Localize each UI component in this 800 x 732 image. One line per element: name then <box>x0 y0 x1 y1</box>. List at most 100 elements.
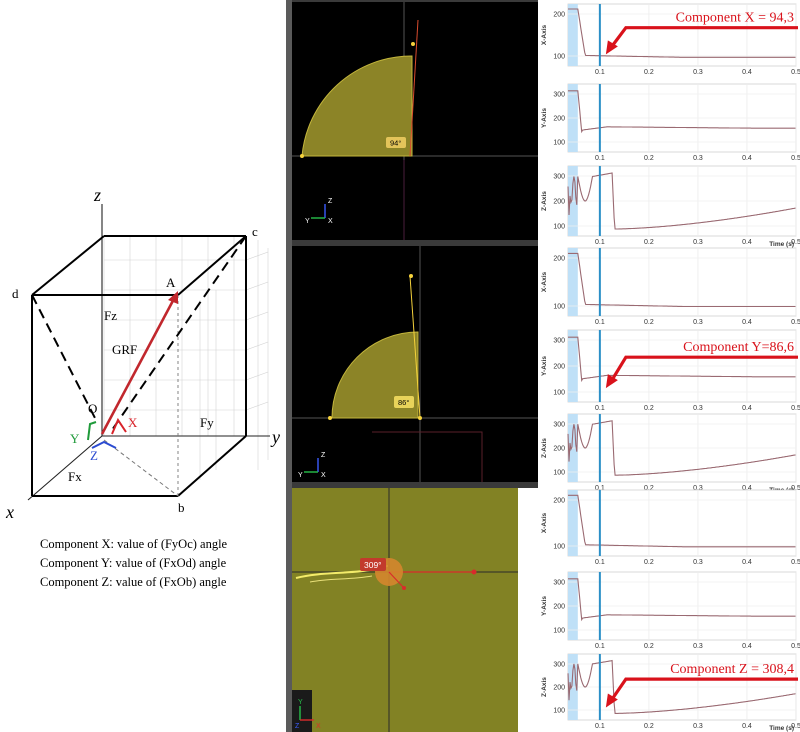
y-axis-label: Y-Axis <box>541 596 548 616</box>
video-panel-y: 86° Z Y X <box>292 246 538 482</box>
x-tick-label: 0.4 <box>742 69 752 76</box>
axis-label-y: y <box>270 427 280 447</box>
grf-3d-diagram: z y x c d A O b <box>5 185 280 589</box>
video-panel-z: 309° Y Z X <box>292 488 538 732</box>
video-panel-x: 94° Z Y X <box>292 2 538 240</box>
caption-component-x: Component X: value of (FyOc) angle <box>40 537 228 551</box>
x-tick-label: 0.2 <box>644 239 654 246</box>
panel-x-orientation-glyph <box>311 204 326 219</box>
y-tick-label: 300 <box>553 174 565 181</box>
panel-y-segment-line <box>409 275 421 419</box>
y-tick-label: 200 <box>553 364 565 371</box>
plot-1-xaxis: 200 100 X-Axis 0.1 0.2 0.3 0.4 0.5 Component X =… <box>541 3 800 76</box>
y-tick-label: 100 <box>553 628 565 635</box>
x-tick-label: 0.5 <box>791 155 800 162</box>
panel-z-axis-z: Z <box>295 723 300 730</box>
x-tick-label: 0.1 <box>595 559 605 566</box>
x-tick-label: 0.4 <box>742 723 752 730</box>
x-tick-label: 0.5 <box>791 239 800 246</box>
y-tick-label: 200 <box>553 199 565 206</box>
y-axis-label: Y-Axis <box>541 356 548 376</box>
panel-z-marker-right <box>471 569 477 575</box>
y-tick-label: 200 <box>553 604 565 611</box>
panel-y-bracket-red <box>372 431 483 482</box>
x-tick-label: 0.4 <box>742 319 752 326</box>
callout-arrow-shaft <box>610 355 798 381</box>
panel-x-marker-top <box>411 42 415 46</box>
local-label-z: Z <box>90 448 98 463</box>
x-tick-label: 0.3 <box>693 69 703 76</box>
panel-x-angle-badge <box>386 137 406 148</box>
callout-arrowhead <box>605 693 618 708</box>
y-tick-label: 100 <box>553 708 565 715</box>
x-tick-label: 0.4 <box>742 239 752 246</box>
y-axis-label: Z-Axis <box>541 677 548 697</box>
panel-y-marker-vertex <box>418 416 422 420</box>
x-tick-label: 0.1 <box>595 69 605 76</box>
y-tick-label: 100 <box>553 54 565 61</box>
y-tick-label: 200 <box>553 12 565 19</box>
x-tick-label: 0.4 <box>742 559 752 566</box>
y-axis-label: Z-Axis <box>541 191 548 211</box>
y-axis-label: X-Axis <box>541 272 548 293</box>
local-label-x: X <box>128 415 138 430</box>
x-tick-label: 0.3 <box>693 319 703 326</box>
panel-z-angle-badge <box>360 558 386 571</box>
panel-z-axis-x: X <box>316 723 321 730</box>
callout-3: Component Z = 308,4 <box>605 662 798 708</box>
x-tick-label: 0.5 <box>791 643 800 650</box>
x-tick-label: 0.5 <box>791 405 800 412</box>
x-tick-label: 0.5 <box>791 485 800 492</box>
panel-y-axis-z: Z <box>321 452 326 459</box>
local-y-arrow <box>87 421 97 441</box>
y-tick-label: 200 <box>553 498 565 505</box>
x-tick-label: 0.1 <box>595 643 605 650</box>
caption-component-y: Component Y: value of (FxOd) angle <box>40 556 227 570</box>
y-tick-label: 300 <box>553 92 565 99</box>
panel-y-angle-badge <box>394 396 414 408</box>
x-tick-label: 0.1 <box>595 155 605 162</box>
force-label-fz: Fz <box>104 308 117 323</box>
x-tick-label: 0.3 <box>693 723 703 730</box>
signal-line <box>568 578 796 622</box>
point-label-d: d <box>12 286 19 301</box>
x-tick-label: 0.1 <box>595 405 605 412</box>
y-axis-label: Z-Axis <box>541 438 548 458</box>
x-tick-label: 0.3 <box>693 155 703 162</box>
axis-label-z: z <box>93 185 101 205</box>
panel-x-axis-y: Y <box>305 218 310 225</box>
x-tick-label: 0.2 <box>644 69 654 76</box>
point-label-c: c <box>252 224 258 239</box>
callout-arrowhead <box>605 40 618 55</box>
panel-z-axis-y: Y <box>298 699 303 706</box>
y-tick-label: 200 <box>553 256 565 263</box>
x-tick-label: 0.4 <box>742 405 752 412</box>
callout-1: Component X = 94,3 <box>605 11 798 55</box>
time-series-plots: 200 100 X-Axis 0.1 0.2 0.3 0.4 0.5 Component X =… <box>541 3 800 732</box>
point-label-b: b <box>178 500 185 515</box>
plot-3-yaxis: 300 200 100 Y-Axis 0.1 0.2 0.3 0.4 0.5 <box>541 571 800 650</box>
callout-2: Component Y=86,6 <box>605 340 798 389</box>
grf-vector <box>100 294 178 435</box>
point-label-o: O <box>88 401 97 416</box>
x-tick-label: 0.5 <box>791 69 800 76</box>
panel-x-angle-sector <box>301 55 413 157</box>
panel-z-red-diag <box>388 571 405 589</box>
y-axis-label: X-Axis <box>541 513 548 534</box>
y-tick-label: 300 <box>553 580 565 587</box>
x-tick-label: 0.2 <box>644 643 654 650</box>
axis-label-x: x <box>5 502 14 522</box>
callout-label: Component Z = 308,4 <box>670 662 794 677</box>
callout-arrowhead <box>605 374 618 389</box>
dashed-diagonals <box>31 235 247 431</box>
plot-block-3: 200 100 X-Axis 0.1 0.2 0.3 0.4 0.5 300 200 100 Y-Ax… <box>541 489 800 732</box>
x-tick-label: 0.3 <box>693 643 703 650</box>
x-tick-label: 0.3 <box>693 239 703 246</box>
grf-arrowhead <box>168 291 178 304</box>
x-tick-label: 0.5 <box>791 559 800 566</box>
signal-line <box>568 336 796 383</box>
x-tick-label: 0.4 <box>742 485 752 492</box>
